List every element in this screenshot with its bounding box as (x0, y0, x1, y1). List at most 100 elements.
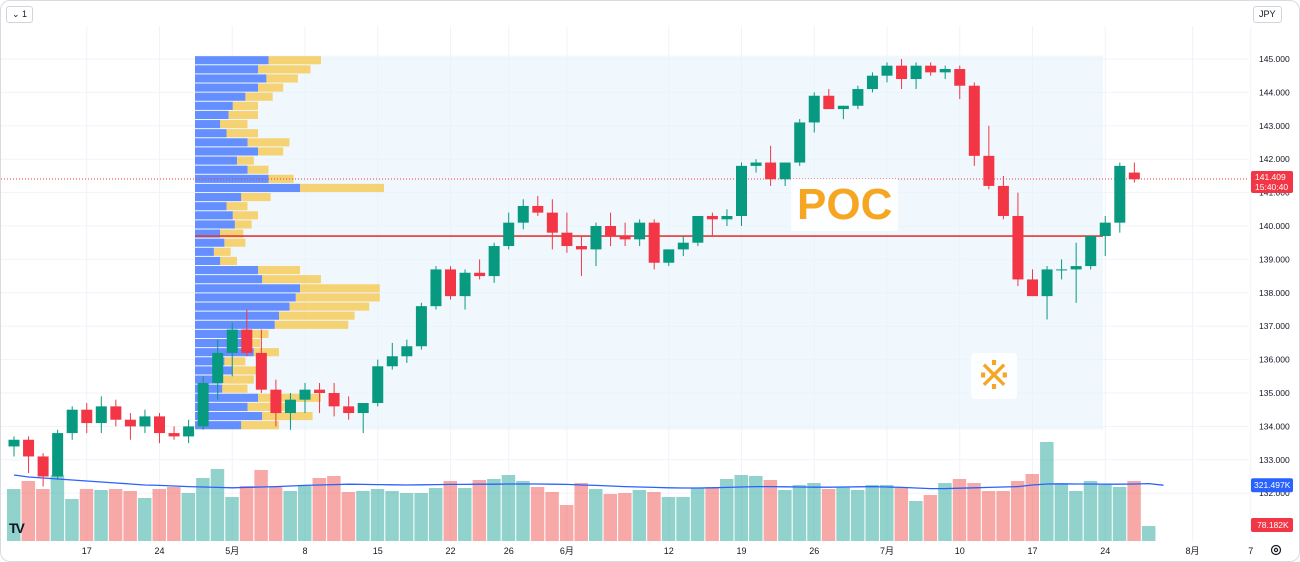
volume-bar (196, 478, 210, 541)
candle-body (1114, 165, 1126, 223)
x-axis-tick-label: 8月 (1186, 546, 1200, 556)
candle-body (866, 75, 878, 90)
volume-profile-up-row (195, 101, 233, 110)
volume-profile-down-row (247, 138, 290, 147)
volume-bar (65, 499, 79, 541)
legend-toggle-button[interactable]: ⌄ 1 (6, 6, 34, 23)
tradingview-logo: TV (9, 520, 25, 536)
volume-profile-up-row (195, 174, 269, 183)
volume-bar (254, 470, 268, 541)
candle-body (823, 95, 835, 110)
volume-bar (952, 479, 967, 541)
candle-body (779, 162, 791, 180)
candle-body (124, 419, 136, 427)
volume-profile-up-row (195, 211, 233, 220)
volume-profile-up-row (195, 275, 263, 284)
volume-bar (850, 490, 865, 541)
candle-body (910, 65, 922, 80)
volume-bar (1010, 481, 1025, 541)
volume-bar (749, 476, 763, 541)
volume-bar (996, 491, 1010, 541)
volume-bar (690, 488, 705, 541)
y-axis-tick-label: 137.000 (1259, 321, 1290, 331)
candle-body (372, 366, 384, 404)
candle-body (110, 406, 122, 420)
volume-bar (458, 488, 472, 541)
candle-body (1027, 279, 1038, 297)
note-mark-annotation: ※ (971, 353, 1017, 399)
candle-body (532, 205, 544, 213)
volume-profile-down-row (241, 193, 271, 202)
volume-bar (661, 497, 676, 541)
volume-profile-down-row (222, 375, 254, 384)
x-axis-tick-label: 17 (82, 546, 92, 556)
volume-bar (487, 479, 501, 541)
y-axis-tick-label: 143.000 (1259, 121, 1290, 131)
settings-gear-icon[interactable] (1270, 544, 1282, 556)
volume-profile-down-row (228, 110, 258, 120)
candle-body (1099, 222, 1111, 237)
candle-body (459, 272, 471, 297)
y-axis-tick-label: 145.000 (1259, 54, 1290, 64)
volume-bar (181, 493, 196, 541)
candle-body (212, 352, 224, 383)
price-label-countdown: 15:40:40 (1255, 182, 1288, 192)
volume-bar (123, 491, 137, 541)
candle-body (925, 65, 937, 73)
currency-label[interactable]: JPY (1253, 6, 1282, 23)
volume-average-line (13, 474, 1164, 490)
y-axis-tick-label: 136.000 (1259, 355, 1290, 365)
x-axis-tick-label: 17 (1027, 546, 1037, 556)
volume-bar (1025, 474, 1039, 541)
volume-bar (923, 495, 938, 541)
x-axis-tick-label: 5月 (225, 546, 239, 556)
volume-profile-up-row (195, 411, 263, 421)
volume-bar (1141, 526, 1156, 541)
volume-profile-down-row (232, 211, 258, 220)
volume-bar (865, 485, 879, 541)
x-axis-tick-label: 10 (955, 546, 965, 556)
volume-bar (574, 483, 588, 541)
candle-body (692, 215, 704, 243)
candle-body (648, 222, 660, 263)
candle-body (765, 162, 777, 180)
volume-profile-down-row (266, 74, 298, 83)
volume-bar (763, 480, 778, 541)
volume-bar (137, 498, 152, 541)
volume-current-label: 78.182K (1257, 520, 1289, 530)
candle-body (517, 205, 529, 223)
volume-bar (516, 481, 530, 541)
volume-profile-down-row (220, 229, 244, 238)
volume-profile-up-row (195, 83, 258, 92)
candle-body (66, 409, 78, 434)
y-axis-tick-label: 133.000 (1259, 455, 1290, 465)
volume-bar (589, 489, 603, 541)
candle-body (415, 306, 427, 347)
volume-profile-down-row (300, 183, 384, 193)
volume-bar (108, 489, 123, 541)
y-axis-tick-label: 132.000 (1259, 488, 1290, 498)
candle-body (343, 406, 355, 414)
volume-profile-up-row (195, 293, 296, 302)
y-axis-tick-label: 144.000 (1259, 87, 1290, 97)
volume-bar (778, 490, 792, 541)
candle-body (328, 393, 340, 407)
volume-profile-up-row (195, 74, 267, 83)
volume-bar (472, 480, 487, 541)
x-axis-tick-label: 6月 (560, 546, 574, 556)
volume-bar (1069, 491, 1083, 541)
volume-bar (676, 497, 690, 541)
price-label-box (1251, 170, 1293, 193)
candle-body (255, 352, 267, 390)
y-axis-tick-label: 135.000 (1259, 388, 1290, 398)
volume-bar (21, 481, 36, 541)
volume-bar (719, 479, 734, 541)
volume-bar (967, 483, 981, 541)
volume-profile-up-row (195, 266, 258, 275)
candle-body (837, 105, 849, 110)
volume-profile-up-row (195, 229, 221, 238)
candle-body (52, 433, 64, 477)
volume-bar (705, 487, 719, 541)
